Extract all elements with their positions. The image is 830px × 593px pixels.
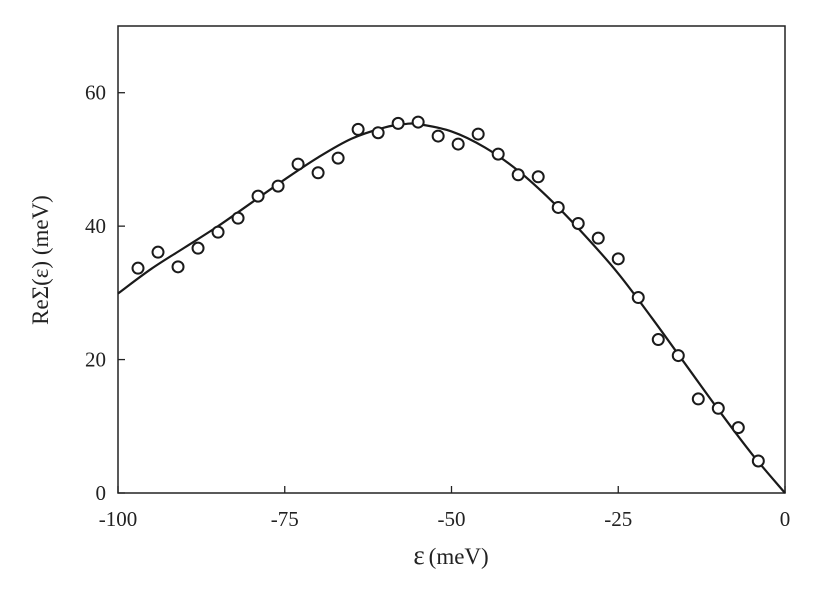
data-point [211, 225, 225, 239]
y-tick-label: 0 [96, 481, 107, 505]
data-point [731, 421, 745, 435]
x-tick-label: 0 [780, 507, 791, 531]
data-point [671, 349, 685, 363]
data-point [231, 211, 245, 225]
data-point [491, 147, 505, 161]
data-point [171, 260, 185, 274]
x-axis-label: ε (meV) [413, 540, 488, 570]
x-axis-symbol: ε [413, 540, 424, 570]
data-point [591, 231, 605, 245]
data-point [411, 115, 425, 129]
data-point [131, 261, 145, 275]
data-point [191, 241, 205, 255]
data-point [631, 291, 645, 305]
data-markers [131, 115, 765, 468]
x-axis-unit: (meV) [429, 544, 489, 569]
data-point [391, 116, 405, 130]
data-point [151, 245, 165, 259]
data-point [251, 189, 265, 203]
data-point [611, 252, 625, 266]
data-point [351, 122, 365, 136]
x-tick-label: -50 [438, 507, 466, 531]
data-point [511, 168, 525, 182]
data-point [371, 126, 385, 140]
x-tick-label: -25 [604, 507, 632, 531]
x-tick-label: -75 [271, 507, 299, 531]
axis-ticks [117, 92, 786, 494]
data-point [451, 137, 465, 151]
fit-line [117, 122, 786, 494]
data-point [551, 200, 565, 214]
y-tick-label: 20 [85, 348, 106, 372]
y-axis-label: ReΣ(ε) (meV) [28, 195, 53, 325]
y-tick-label: 60 [85, 81, 106, 105]
data-point [271, 179, 285, 193]
data-point [751, 454, 765, 468]
x-tick-label: -100 [99, 507, 138, 531]
data-point [311, 166, 325, 180]
data-point [571, 216, 585, 230]
plot-frame [117, 25, 786, 494]
data-point [651, 333, 665, 347]
axis-tick-labels: -100 -75 -50 -25 0 0 20 40 60 [85, 81, 790, 531]
data-point [291, 157, 305, 171]
data-point [691, 392, 705, 406]
data-point [331, 151, 345, 165]
y-tick-label: 40 [85, 214, 106, 238]
data-point [531, 170, 545, 184]
data-point [431, 129, 445, 143]
data-point [711, 401, 725, 415]
data-point [471, 127, 485, 141]
